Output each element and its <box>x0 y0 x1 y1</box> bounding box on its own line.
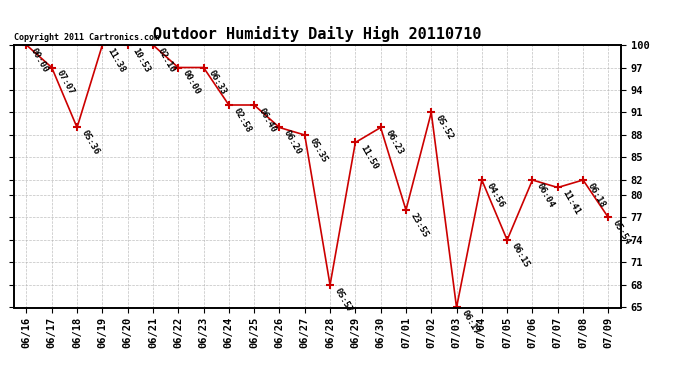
Text: 05:36: 05:36 <box>80 129 101 157</box>
Text: 06:04: 06:04 <box>535 182 556 209</box>
Text: Copyright 2011 Cartronics.com: Copyright 2011 Cartronics.com <box>14 33 159 42</box>
Text: 06:20: 06:20 <box>282 129 304 157</box>
Text: 10:53: 10:53 <box>130 46 152 74</box>
Text: 06:15: 06:15 <box>510 242 531 269</box>
Text: 11:41: 11:41 <box>560 189 582 217</box>
Text: 04:56: 04:56 <box>484 182 506 209</box>
Text: 06:18: 06:18 <box>586 182 607 209</box>
Title: Outdoor Humidity Daily High 20110710: Outdoor Humidity Daily High 20110710 <box>153 27 482 42</box>
Text: 00:00: 00:00 <box>29 46 50 74</box>
Text: 05:35: 05:35 <box>308 136 328 164</box>
Text: 23:55: 23:55 <box>408 211 430 239</box>
Text: 05:57: 05:57 <box>333 286 354 314</box>
Text: 11:50: 11:50 <box>358 144 380 172</box>
Text: 00:00: 00:00 <box>181 69 202 97</box>
Text: 06:23: 06:23 <box>384 129 404 157</box>
Text: 05:54: 05:54 <box>611 219 632 247</box>
Text: 02:10: 02:10 <box>156 46 177 74</box>
Text: 07:07: 07:07 <box>55 69 76 97</box>
Text: 06:17: 06:17 <box>460 309 480 337</box>
Text: 02:58: 02:58 <box>232 106 253 134</box>
Text: 06:33: 06:33 <box>206 69 228 97</box>
Text: 11:38: 11:38 <box>105 46 126 74</box>
Text: 06:40: 06:40 <box>257 106 278 134</box>
Text: 05:52: 05:52 <box>434 114 455 142</box>
